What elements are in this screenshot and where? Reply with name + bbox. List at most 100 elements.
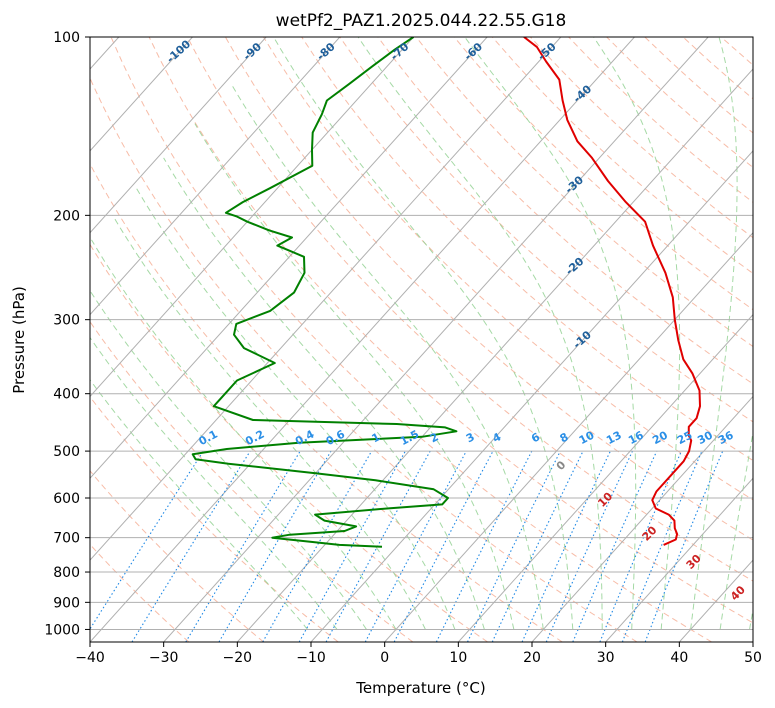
mixing-ratio-line [644,450,724,642]
dry-adiabat-line [453,37,753,311]
dry-adiabat-line [263,37,753,501]
x-tick-label: 30 [597,650,615,666]
mixing-ratio-line [467,450,561,642]
isotherm-line [163,37,709,642]
x-tick-label: −40 [75,650,105,666]
mixing-ratio-line [491,450,584,642]
mixing-ratio-label: 4 [490,430,503,445]
dry-adiabat-line [90,162,563,642]
moist-adiabat-line [357,37,603,630]
dry-adiabat-line [720,37,753,66]
moist-adiabat-label: 10 [595,489,615,509]
x-tick-label: −10 [296,650,326,666]
moist-adiabat-line [194,123,515,630]
isotherm-label: -100 [164,37,193,65]
mixing-ratio-line [131,450,251,642]
mixing-ratio-label: 0.1 [197,428,220,449]
mixing-ratio-line [298,450,406,642]
moist-adiabat-line [273,37,574,630]
mixing-ratio-label: 0.4 [293,427,317,448]
dry-adiabat-line [415,37,753,348]
x-axis-label: Temperature (°C) [355,679,485,697]
moist-adiabat-line [90,289,367,630]
x-tick-label: 10 [449,650,467,666]
mixing-ratio-line [572,450,658,642]
moist-adiabat-line [90,336,338,630]
y-axis-label: Pressure (hPa) [10,286,28,394]
x-tick-label: 0 [380,650,389,666]
moist-adiabat-label: 0 [554,458,569,473]
dry-adiabat-line [90,243,488,642]
y-tick-label: 100 [53,30,80,46]
moist-adiabat-label: 20 [640,523,660,543]
mixing-ratio-label: 10 [577,428,597,447]
x-tick-label: 40 [670,650,688,666]
moist-adiabat-line [230,83,544,630]
mixing-ratio-line [545,450,633,642]
mixing-ratio-label: 30 [695,428,715,447]
temperature-profile [523,37,701,546]
moist-adiabat-line [464,37,637,630]
moist-adiabat-label: 40 [728,583,748,603]
isotherm-line [605,477,753,642]
mixing-ratio-label: 25 [675,429,695,448]
dry-adiabat-line [224,37,753,541]
dry-adiabat-line [530,37,753,239]
chart-title: wetPf2_PAZ1.2025.044.22.55.G18 [276,11,567,31]
background-lines [90,37,753,642]
moist-adiabat-line [593,37,681,630]
moist-adiabat-line [135,187,456,630]
y-tick-label: 500 [53,444,80,460]
mixing-ratio-label: 16 [626,428,646,447]
isotherm-line [90,37,267,234]
dry-adiabat-line [682,37,753,100]
mixing-ratio-label: 36 [716,428,736,447]
pressure-gridlines [90,37,753,630]
isotherm-line [90,37,562,561]
isotherm-line [531,395,753,642]
mixing-ratio-line [325,450,431,642]
mixing-ratio-line [364,450,467,642]
dewpoint-profile [191,37,458,548]
mixing-ratio-label: 3 [464,430,477,445]
dry-adiabat-line [606,37,753,169]
isotherm-line [384,231,753,642]
y-tick-label: 800 [53,565,80,581]
dry-adiabat-line [377,37,753,385]
isotherm-line [90,37,635,642]
mixing-ratio-line [599,450,682,642]
isotherm-line [752,641,753,642]
y-tick-label: 200 [53,208,80,224]
mixing-ratio-label: 0.6 [324,427,348,448]
moist-adiabat-line [91,239,397,630]
y-tick-label: 400 [53,387,80,403]
moist-adiabat-line [90,378,308,630]
mixing-ratio-line [435,450,533,642]
moist-adiabat-label: 30 [684,552,704,572]
y-tick-label: 700 [53,531,80,547]
moist-adiabat-line [690,37,738,630]
mixing-ratio-line [90,450,204,630]
dry-adiabat-line [90,470,264,642]
isotherm-line [457,313,753,642]
mixing-ratio-label: 6 [529,430,542,445]
isotherm-line [236,68,753,642]
dry-adiabat-line [110,37,712,642]
x-tick-label: −30 [149,650,179,666]
isotherm-line [90,37,414,398]
x-tick-label: 20 [523,650,541,666]
isotherm-line [90,37,193,152]
mixing-ratio-line [621,450,703,642]
y-tick-label: 600 [53,491,80,507]
mixing-ratio-line [185,450,301,642]
plot-frame [89,36,754,643]
y-tick-label: 900 [53,595,80,611]
moist-adiabat-line [112,215,426,630]
dry-adiabat-line [90,543,190,642]
dry-adiabat-line [90,396,339,642]
x-tick-label: −20 [223,650,253,666]
isotherm-line [310,150,753,642]
dry-adiabat-line [148,37,753,624]
x-axis-ticks: −40 −30 −20 −10 0 10 20 30 40 50 [75,642,762,666]
